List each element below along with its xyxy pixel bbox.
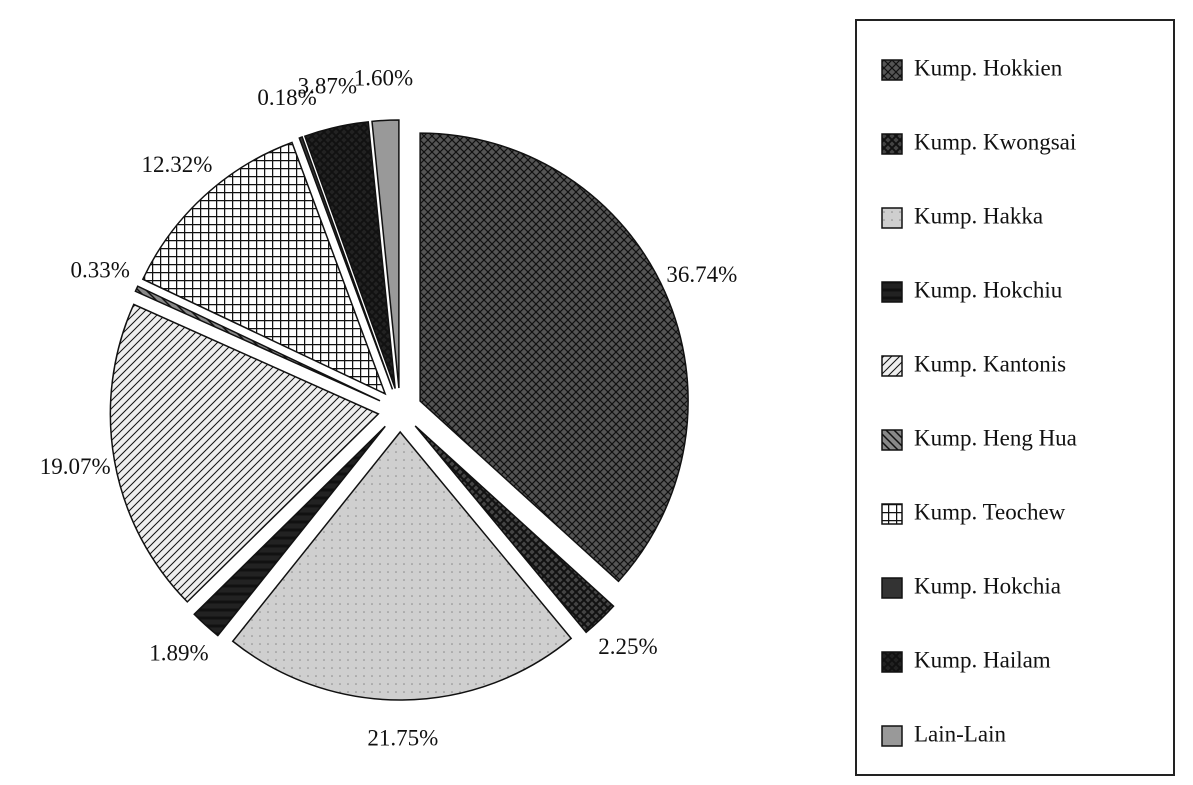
legend-swatch [881, 355, 903, 377]
legend-label: Lain-Lain [914, 721, 1006, 746]
pie-slice [109, 303, 380, 603]
legend-label: Kump. Hailam [914, 647, 1051, 672]
pie-slice [231, 430, 573, 701]
pie-slice [303, 121, 396, 389]
legend-label: Kump. Kwongsai [914, 129, 1076, 154]
legend-swatch [881, 651, 903, 673]
legend-swatch [881, 59, 903, 81]
data-label: 21.75% [367, 725, 438, 750]
pie-slice [371, 119, 400, 389]
data-label: 12.32% [142, 152, 213, 177]
data-label: 19.07% [40, 454, 111, 479]
data-label: 0.33% [71, 257, 130, 282]
legend-swatch [881, 133, 903, 155]
pie-slice [141, 141, 387, 396]
pie-slice [134, 285, 381, 402]
data-label: 0.18% [257, 85, 316, 110]
legend-label: Kump. Hakka [914, 203, 1043, 228]
pie-slice [193, 425, 386, 637]
legend-label: Kump. Kantonis [914, 351, 1066, 376]
legend-swatch [881, 281, 903, 303]
legend-label: Kump. Teochew [914, 499, 1066, 524]
legend-swatch [881, 725, 903, 747]
data-label: 1.60% [354, 66, 413, 91]
data-label: 3.87% [298, 73, 357, 98]
legend-label: Kump. Heng Hua [914, 425, 1077, 450]
legend-swatch [881, 429, 903, 451]
data-label: 2.25% [598, 634, 657, 659]
legend-box [855, 19, 1175, 776]
legend-label: Kump. Hokchiu [914, 277, 1063, 302]
data-label: 36.74% [666, 262, 737, 287]
legend-label: Kump. Hokchia [914, 573, 1061, 598]
legend-swatch [881, 503, 903, 525]
data-label: 1.89% [149, 640, 208, 665]
legend-swatch [881, 207, 903, 229]
legend-label: Kump. Hokkien [914, 55, 1063, 80]
legend-swatch [881, 577, 903, 599]
pie-slice [419, 132, 689, 583]
pie-slice [298, 136, 394, 390]
pie-slice [414, 425, 615, 634]
